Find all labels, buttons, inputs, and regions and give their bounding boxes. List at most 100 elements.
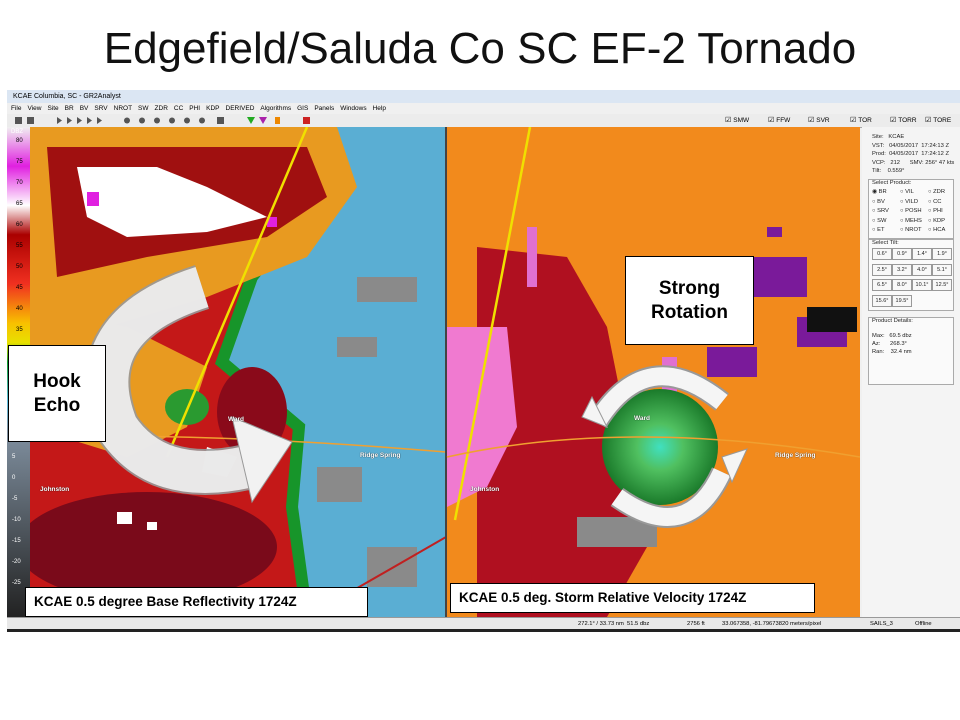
right-caption: KCAE 0.5 deg. Storm Relative Velocity 17… — [450, 583, 815, 613]
product-radio[interactable]: ○ VILD — [900, 198, 918, 205]
menu-item[interactable]: SRV — [94, 105, 108, 112]
scale-label: 45 — [16, 285, 23, 291]
status-field: 272.1° / 33.73 nm — [578, 621, 624, 627]
tilt-button[interactable]: 1.4° — [912, 248, 932, 260]
scale-label: 80 — [16, 138, 23, 144]
group-box — [868, 317, 954, 385]
menu-item[interactable]: PHI — [189, 105, 201, 112]
tilt-button[interactable]: 5.1° — [932, 263, 952, 276]
product-radio[interactable]: ○ VIL — [900, 189, 914, 195]
scale-label: 0 — [12, 475, 16, 481]
scale-label: 40 — [16, 306, 23, 312]
scale-label: 65 — [16, 201, 23, 207]
site-info: VCP: 212 SMV: 256° 47 kts — [872, 159, 955, 166]
window-title: KCAE Columbia, SC - GR2Analyst — [7, 90, 960, 103]
menu-item[interactable]: File — [11, 105, 22, 112]
scale-label: -5 — [12, 496, 18, 502]
tilt-button[interactable]: 15.6° — [872, 294, 892, 307]
warning-toggle[interactable]: TORE — [925, 114, 951, 127]
menu-item[interactable]: BR — [64, 105, 74, 112]
group-title: Product Details: — [872, 318, 913, 324]
group-box — [868, 179, 954, 239]
tilt-button[interactable]: 0.6° — [872, 248, 892, 260]
detail-line: Ran: 32.4 nm — [872, 349, 912, 355]
scale-label: -15 — [12, 538, 21, 544]
scale-label: 70 — [16, 180, 23, 186]
status-field: 20 meters/pixel — [782, 621, 822, 627]
tilt-button[interactable]: 8.0° — [892, 279, 912, 291]
scale-label: -25 — [12, 580, 21, 586]
menu-item[interactable]: BV — [79, 105, 89, 112]
callout-line: Hook — [33, 370, 81, 392]
warning-toggle[interactable]: TORR — [890, 114, 916, 127]
product-radio[interactable]: ○ POSH — [900, 208, 922, 214]
tilt-button[interactable]: 19.5° — [892, 294, 912, 307]
product-radio[interactable]: ○ SW — [872, 217, 887, 224]
product-radio[interactable]: ○ CC — [928, 198, 942, 205]
scale-label: -10 — [12, 517, 21, 523]
menu-item[interactable]: Windows — [340, 105, 367, 112]
product-radio[interactable]: ○ MEHS — [900, 217, 922, 224]
product-radio[interactable]: ○ PHI — [928, 208, 943, 214]
menu-item[interactable]: NROT — [113, 105, 133, 112]
menu-item[interactable]: KDP — [206, 105, 220, 112]
product-radio[interactable]: ○ HCA — [928, 227, 946, 233]
product-radio[interactable]: ○ ZDR — [928, 189, 946, 195]
tilt-button[interactable]: 10.1° — [912, 279, 932, 291]
left-caption: KCAE 0.5 degree Base Reflectivity 1724Z — [25, 587, 368, 617]
menu-item[interactable]: View — [27, 105, 42, 112]
place-label: Johnston — [470, 486, 500, 493]
status-bar: 272.1° / 33.73 nm 51.5 dbz 2756 ft 33.06735… — [7, 617, 960, 630]
tool-icons — [15, 117, 310, 124]
scale-label: 10 — [12, 433, 19, 439]
warning-toggle[interactable]: SMW — [725, 114, 749, 127]
window-border — [7, 629, 960, 632]
tilt-button[interactable]: 1.9° — [932, 248, 952, 260]
menu-item[interactable]: Help — [372, 105, 386, 112]
product-radio[interactable]: ○ SRV — [872, 208, 889, 214]
menu-item[interactable]: ZDR — [154, 105, 168, 112]
group-title: Select Tilt: — [872, 240, 899, 246]
site-info: Site: KCAE — [872, 134, 905, 140]
product-radio[interactable]: ○ BV — [872, 198, 885, 205]
site-info: Prod: 04/05/2017 17:24:12 Z — [872, 151, 950, 157]
product-radio[interactable]: ○ ET — [872, 227, 885, 233]
product-radio[interactable]: ○ NROT — [900, 227, 922, 233]
scale-label: 35 — [16, 327, 23, 333]
tilt-button[interactable]: 12.5° — [932, 279, 952, 291]
hook-echo-callout: Hook Echo — [8, 345, 106, 442]
scale-title: DBZ — [11, 129, 23, 135]
product-radio[interactable]: ○ KDP — [928, 217, 946, 224]
scale-label: 75 — [16, 159, 23, 165]
tilt-button[interactable]: 6.5° — [872, 279, 892, 291]
product-radio[interactable]: ◉ BR — [872, 189, 887, 195]
menu-item[interactable]: Algorithms — [260, 105, 292, 112]
callout-line: Echo — [33, 394, 81, 416]
scale-label: 5 — [12, 454, 16, 460]
status-field: 2756 ft — [687, 621, 705, 627]
menu-item[interactable]: Panels — [314, 105, 335, 112]
tilt-button[interactable]: 0.9° — [892, 248, 912, 260]
tilt-button[interactable]: 2.5° — [872, 263, 892, 276]
scale-label: 60 — [16, 222, 23, 228]
menu-item[interactable]: GIS — [297, 105, 309, 112]
menu-item[interactable]: SW — [138, 105, 149, 112]
menu-item[interactable]: DERIVED — [225, 105, 255, 112]
warning-toggle[interactable]: TOR — [850, 114, 872, 127]
detail-line: Az: 268.3° — [872, 341, 907, 347]
menu-item[interactable]: CC — [173, 105, 184, 112]
place-label: Ward — [634, 415, 651, 422]
warning-toggle[interactable]: SVR — [808, 114, 829, 127]
menu-item[interactable]: Site — [47, 105, 59, 112]
status-field: SAILS_3 — [870, 621, 893, 627]
scale-label: 55 — [16, 243, 23, 249]
tilt-button[interactable]: 3.2° — [892, 263, 912, 276]
tilt-button[interactable]: 4.0° — [912, 263, 932, 276]
detail-line: Max: 69.5 dbz — [872, 333, 912, 339]
place-label: Ridge Spring — [775, 452, 816, 459]
warning-toggle[interactable]: FFW — [768, 114, 790, 127]
slide-title: Edgefield/Saluda Co SC EF-2 Tornado — [103, 24, 857, 73]
rotation-callout: Strong Rotation — [625, 256, 754, 345]
reflectivity-image — [7, 127, 447, 617]
